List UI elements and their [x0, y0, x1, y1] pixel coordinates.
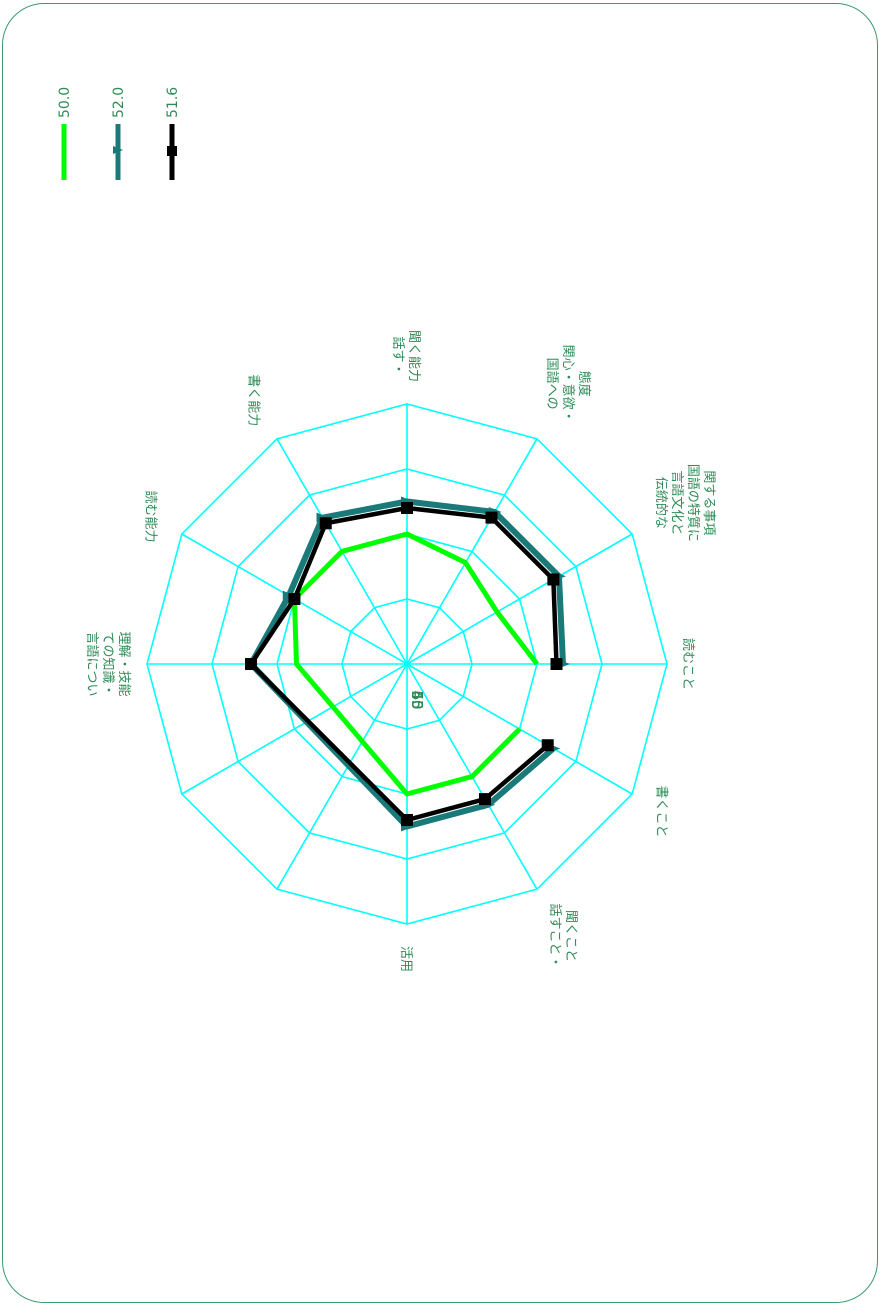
category-label-line: 書く能力	[246, 374, 261, 426]
tick-label: 40	[408, 690, 426, 709]
category-label-line: 言語文化と	[669, 470, 685, 535]
grid-spoke	[276, 663, 408, 890]
category-label-line: 国語の特質に	[685, 464, 701, 542]
category-label: 活用	[398, 946, 413, 972]
category-label-line: 読む能力	[143, 490, 159, 542]
grid-spoke	[406, 438, 538, 665]
data-point-square	[288, 593, 301, 605]
category-label-line: 関する事項	[701, 470, 716, 535]
category-label: 読む能力	[143, 490, 159, 542]
category-label-line: 理解・技能	[116, 631, 131, 696]
category-label: 話す・ 聞く能力	[390, 330, 421, 382]
grid-spoke	[181, 663, 408, 795]
data-point-square	[485, 511, 498, 524]
data-point-square	[550, 658, 563, 670]
tick-label: 55	[408, 690, 426, 709]
series-line-3	[248, 505, 559, 823]
category-label-line: 話すこと・	[547, 904, 563, 969]
category-label-line: 聞く能力	[406, 330, 421, 382]
category-label: 伝統的な 言語文化と 国語の特質に 関する事項	[653, 464, 716, 542]
legend-label-1: 50.0	[57, 87, 73, 118]
legend-label-2: 52.0	[111, 87, 127, 118]
data-point-square	[245, 658, 257, 670]
category-label-line: ての知識・	[100, 631, 116, 696]
legend-label-3: 51.6	[165, 87, 181, 118]
series-line-2	[248, 498, 566, 830]
category-label-line: 国語への	[544, 358, 560, 410]
category-label: 書くこと	[653, 785, 668, 837]
tick-label: 50	[408, 690, 426, 709]
category-label-line: 態度	[576, 371, 592, 397]
category-label: 国語への 関心・意欲・ 態度	[544, 345, 592, 423]
data-point-square	[401, 814, 413, 826]
legend-marker-square	[167, 146, 177, 156]
data-point-square	[401, 502, 413, 514]
legend-marker-triangle	[113, 146, 123, 154]
legend: 50.0 52.0 51.6	[57, 87, 181, 180]
category-label-line: 関心・意欲・	[560, 345, 576, 423]
grid-spoke	[406, 533, 633, 665]
data-point-square	[319, 517, 332, 530]
category-label-line: 聞くこと	[563, 910, 578, 962]
category-label-line: 書くこと	[653, 785, 668, 837]
data-point-square	[541, 739, 554, 752]
category-label: 言語につい ての知識・ 理解・技能	[84, 631, 131, 696]
category-label-line: 言語につい	[84, 631, 100, 696]
data-point-square	[479, 793, 491, 806]
category-label-line: 話す・	[390, 336, 406, 375]
radar-series	[245, 496, 570, 832]
category-label: 書く能力	[246, 374, 261, 426]
category-label-line: 読むこと	[680, 638, 696, 690]
data-point-square	[547, 573, 560, 586]
category-label: 話すこと・ 聞くこと	[547, 904, 578, 969]
tick-label: 45	[408, 690, 426, 709]
tick-label: 60	[408, 690, 426, 709]
radar-grid	[146, 403, 668, 925]
series-line-1	[291, 531, 539, 797]
category-label-line: 伝統的な	[653, 477, 669, 529]
category-label-line: 活用	[398, 946, 413, 972]
category-label: 読むこと	[680, 638, 696, 690]
